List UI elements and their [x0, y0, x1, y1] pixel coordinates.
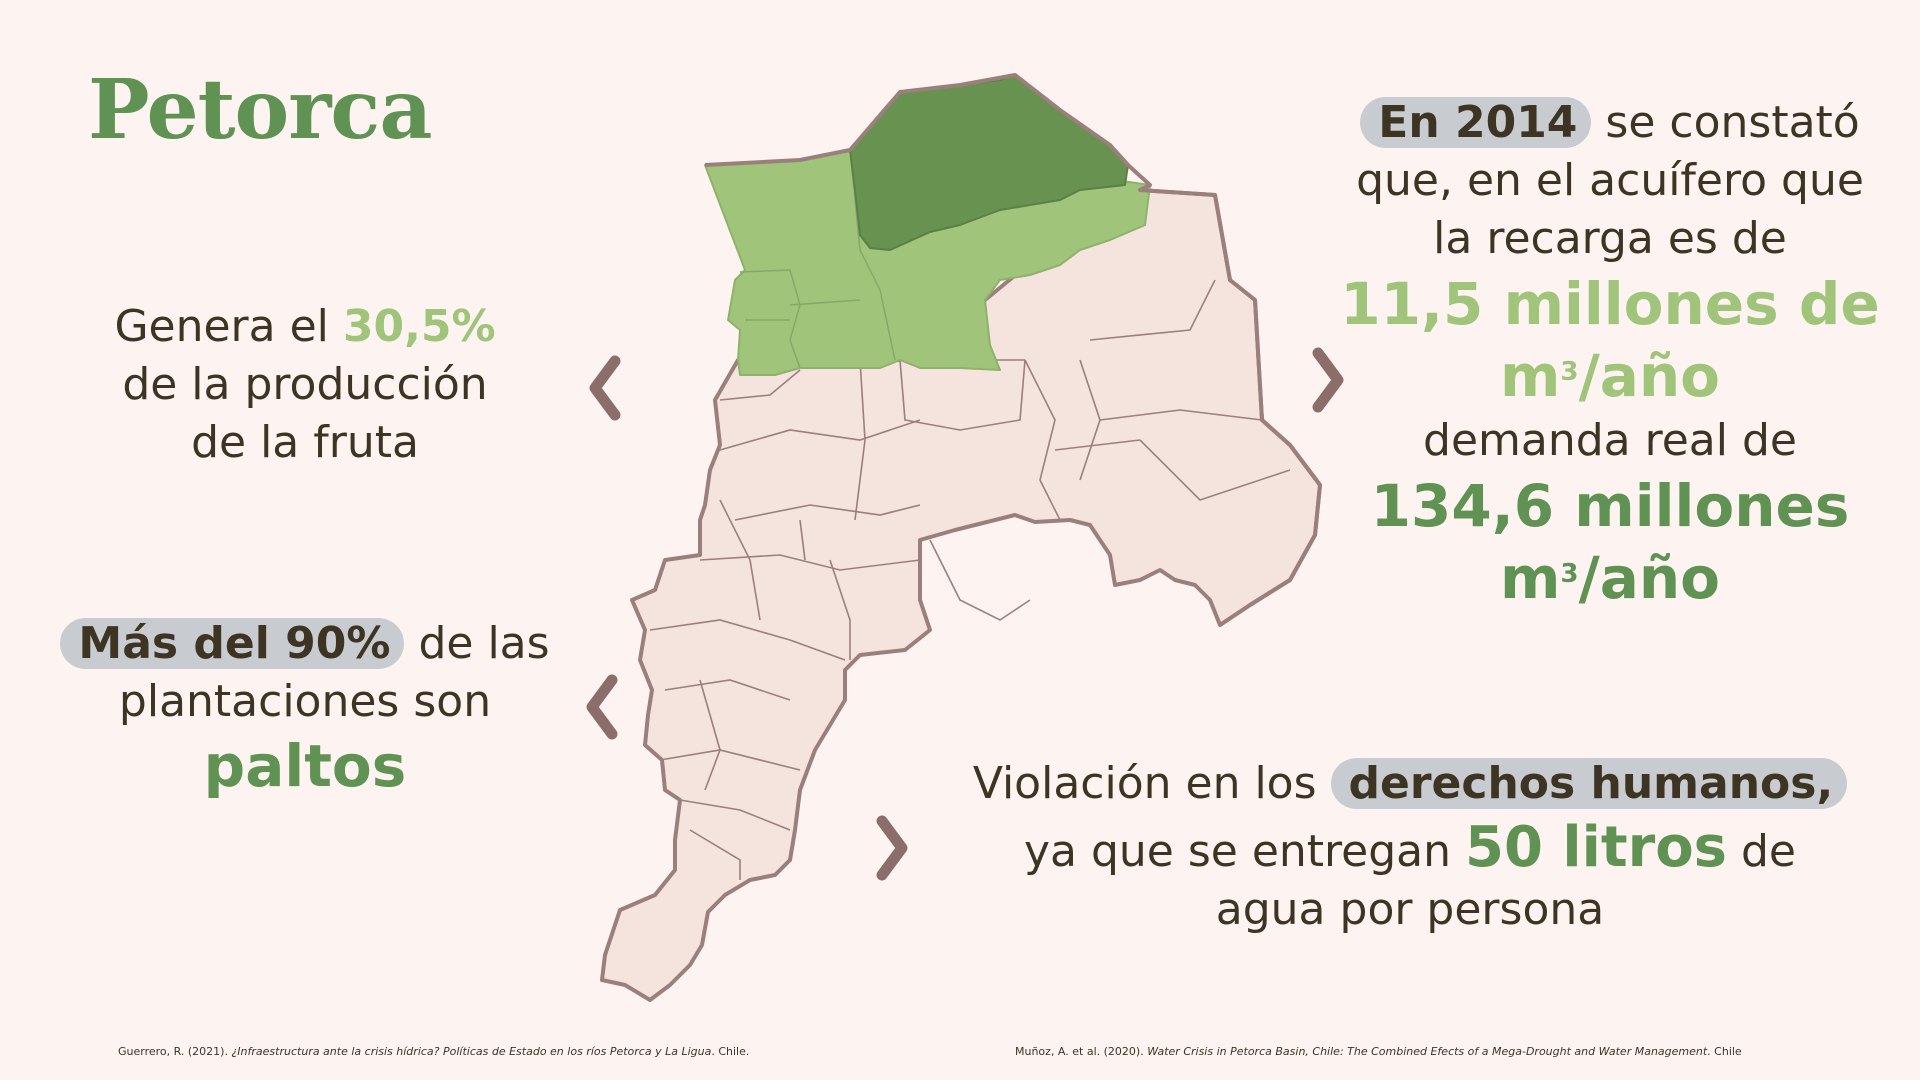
palto-line2: plantaciones son — [118, 676, 492, 727]
human-rights-block: Violación en los derechos humanos, ya qu… — [910, 755, 1910, 939]
fruit-line2: de la producción — [122, 359, 488, 410]
fruit-intro: Genera el — [114, 301, 343, 352]
aquifer-post: se constató — [1591, 97, 1860, 148]
rights-highlight: derechos humanos, — [1330, 758, 1848, 809]
palto-highlight: Más del 90% — [60, 618, 405, 669]
palto-post: de las — [404, 618, 550, 669]
page-title: Petorca — [88, 62, 432, 158]
chevron-right-icon — [872, 813, 912, 883]
recharge-unit: m3/año — [1499, 342, 1721, 410]
chevron-left-icon — [582, 672, 622, 742]
demand-value: 134,6 millones — [1370, 472, 1850, 540]
fruit-production-block: Genera el 30,5% de la producción de la f… — [95, 298, 515, 472]
fruit-percentage: 30,5% — [342, 301, 496, 352]
chevron-right-icon — [1308, 345, 1348, 415]
rights-line2-pre: ya que se entregan — [1023, 826, 1465, 877]
fruit-line3: de la fruta — [191, 417, 419, 468]
rights-pre: Violación en los — [972, 758, 1331, 809]
recharge-value: 11,5 millones de — [1340, 270, 1880, 338]
demand-label: demanda real de — [1423, 415, 1797, 466]
rights-line2-post: de — [1727, 826, 1797, 877]
aquifer-year-highlight: En 2014 — [1360, 97, 1592, 148]
aquifer-line2: que, en el acuífero que — [1356, 155, 1864, 206]
rights-liters: 50 litros — [1465, 815, 1728, 880]
reference-left: Guerrero, R. (2021). ¿Infraestructura an… — [118, 1045, 750, 1058]
palto-block: Más del 90% de las plantaciones son palt… — [55, 615, 555, 801]
palto-value: paltos — [203, 732, 407, 800]
aquifer-block: En 2014 se constató que, en el acuífero … — [1320, 94, 1900, 614]
aquifer-line3: la recarga es de — [1433, 213, 1787, 264]
chevron-left-icon — [585, 353, 625, 423]
rights-line3: agua por persona — [1215, 884, 1605, 935]
reference-right: Muñoz, A. et al. (2020). Water Crisis in… — [1015, 1045, 1742, 1058]
region-map — [600, 73, 1322, 1002]
demand-unit: m3/año — [1499, 544, 1721, 612]
